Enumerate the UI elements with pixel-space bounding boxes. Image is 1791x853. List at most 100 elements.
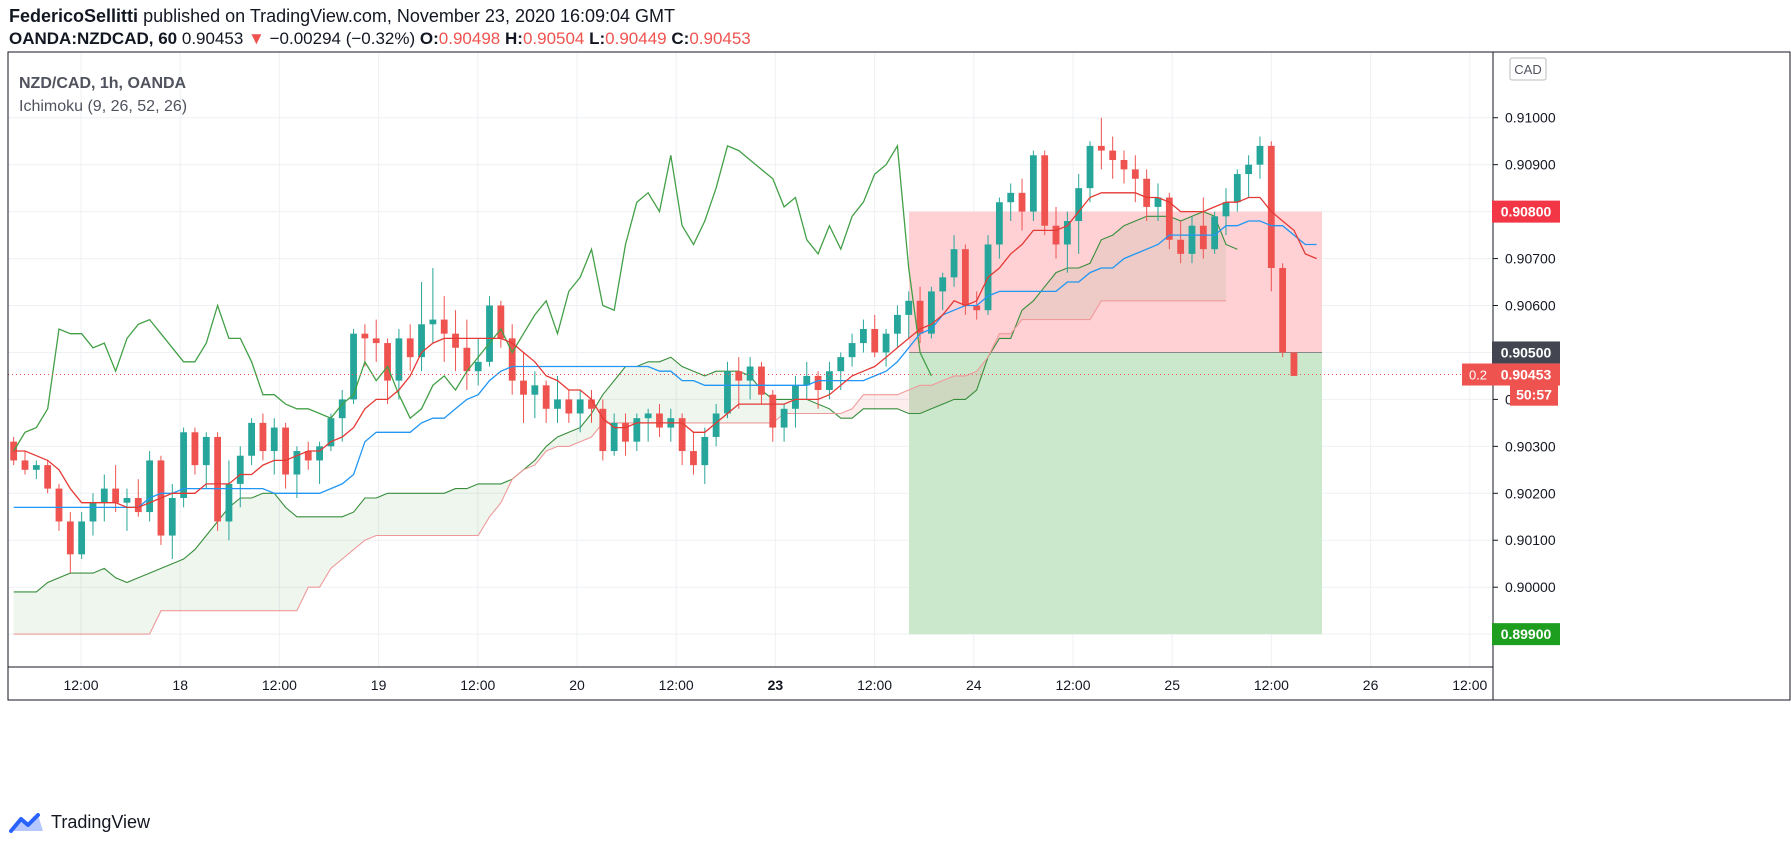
cloud-segment bbox=[206, 521, 218, 611]
cloud-segment bbox=[1056, 267, 1068, 320]
footer-brand[interactable]: TradingView bbox=[9, 812, 150, 833]
price-tag bbox=[1510, 383, 1558, 406]
symbol[interactable]: OANDA:NZDCAD, 60 bbox=[9, 29, 178, 48]
cloud-segment bbox=[47, 577, 59, 635]
candle-body bbox=[950, 249, 958, 278]
candle-body bbox=[576, 399, 584, 414]
candle-body bbox=[32, 465, 40, 470]
candles bbox=[10, 117, 1298, 574]
cloud-segment bbox=[738, 371, 751, 423]
candle-body bbox=[1075, 188, 1083, 222]
low-value: 0.90449 bbox=[605, 29, 667, 48]
cloud-segment bbox=[636, 361, 649, 423]
author[interactable]: FedericoSellitti bbox=[9, 6, 139, 26]
cloud-segment bbox=[285, 507, 297, 611]
cloud-segment bbox=[1044, 272, 1057, 320]
cloud-segment bbox=[999, 333, 1011, 339]
candle-body bbox=[780, 408, 788, 428]
leading-span-b-line bbox=[13, 300, 1226, 635]
candle-body bbox=[803, 375, 811, 386]
published-text: published on TradingView.com, November 2… bbox=[143, 6, 676, 26]
open-value: 0.90498 bbox=[438, 29, 501, 48]
candle-body bbox=[497, 305, 505, 339]
candle-body bbox=[973, 305, 981, 311]
cloud-segment bbox=[444, 488, 456, 536]
cloud-segment bbox=[138, 573, 150, 635]
candle-body bbox=[214, 436, 222, 522]
candle-body bbox=[418, 324, 425, 358]
cloud-segment bbox=[296, 516, 309, 611]
cloud-segment bbox=[13, 591, 25, 635]
time-tick-label: 12:00 bbox=[1452, 677, 1487, 693]
candle-body bbox=[690, 451, 697, 466]
candle-body bbox=[304, 451, 312, 461]
candle-body bbox=[1063, 221, 1071, 245]
cloud-segment bbox=[908, 385, 921, 414]
cloud-segment bbox=[1135, 216, 1147, 301]
cloud-segment bbox=[648, 361, 660, 423]
candle-body bbox=[89, 502, 97, 522]
cloud-segment bbox=[1033, 286, 1045, 320]
cloud-segment bbox=[455, 488, 467, 536]
candle-body bbox=[1143, 178, 1151, 207]
candle-body bbox=[939, 277, 947, 292]
cloud-segment bbox=[262, 493, 275, 611]
publish-line: FedericoSellitti published on TradingVie… bbox=[9, 6, 675, 27]
candle-body bbox=[1131, 169, 1139, 179]
candle-body bbox=[1245, 164, 1253, 175]
candle-body bbox=[248, 422, 255, 456]
candle-body bbox=[712, 413, 720, 437]
candle-body bbox=[259, 422, 267, 452]
price-tag bbox=[1492, 341, 1560, 364]
candle-body bbox=[860, 328, 867, 344]
candle-body bbox=[542, 385, 550, 409]
price-tag-label: 50:57 bbox=[1516, 387, 1552, 403]
candle-body bbox=[463, 347, 471, 372]
price-tick-label: 0.90300 bbox=[1505, 438, 1556, 454]
candle-body bbox=[927, 291, 935, 334]
time-tick-label: 12:00 bbox=[659, 677, 694, 693]
cloud-segment bbox=[874, 394, 887, 409]
cloud-segment bbox=[1090, 239, 1102, 320]
cloud-segment bbox=[466, 483, 479, 536]
legend-indicator[interactable]: Ichimoku (9, 26, 52, 26) bbox=[19, 98, 188, 115]
low-label: L: bbox=[589, 29, 606, 48]
candle-body bbox=[406, 338, 414, 358]
cloud-segment bbox=[308, 516, 320, 588]
candle-body bbox=[1290, 352, 1298, 376]
time-tick-label: 25 bbox=[1164, 677, 1180, 693]
cloud-segment bbox=[840, 408, 853, 419]
candle-body bbox=[327, 418, 335, 447]
cloud-segment bbox=[364, 497, 377, 541]
candle-body bbox=[1222, 202, 1230, 217]
time-tick-label: 23 bbox=[768, 677, 784, 693]
cloud-segment bbox=[1078, 263, 1091, 320]
candle-body bbox=[395, 338, 403, 381]
cloud-segment bbox=[1067, 267, 1079, 320]
candle-body bbox=[1120, 159, 1128, 170]
cloud-segment bbox=[931, 380, 943, 409]
candle-body bbox=[1233, 174, 1241, 203]
candle-body bbox=[429, 319, 437, 325]
cloud-segment bbox=[920, 385, 932, 414]
candle-body bbox=[282, 427, 289, 475]
cloud-segment bbox=[319, 516, 331, 588]
candle-body bbox=[66, 521, 74, 555]
candle-body bbox=[486, 305, 493, 362]
candle-body bbox=[610, 422, 618, 452]
cloud-segment bbox=[1146, 216, 1158, 301]
lagging-span-line bbox=[13, 143, 932, 452]
candle-body bbox=[236, 455, 244, 484]
time-tick-label: 12:00 bbox=[857, 677, 892, 693]
candle-body bbox=[1165, 197, 1173, 240]
cloud-segment bbox=[36, 582, 48, 635]
candle-body bbox=[225, 483, 233, 522]
high-label: H: bbox=[504, 29, 523, 48]
cloud-segment bbox=[682, 366, 694, 423]
cloud-segment bbox=[70, 573, 82, 635]
legend-pair[interactable]: NZD/CAD, 1h, OANDA bbox=[19, 75, 187, 92]
candle-body bbox=[599, 408, 607, 452]
candle-body bbox=[1086, 145, 1094, 189]
